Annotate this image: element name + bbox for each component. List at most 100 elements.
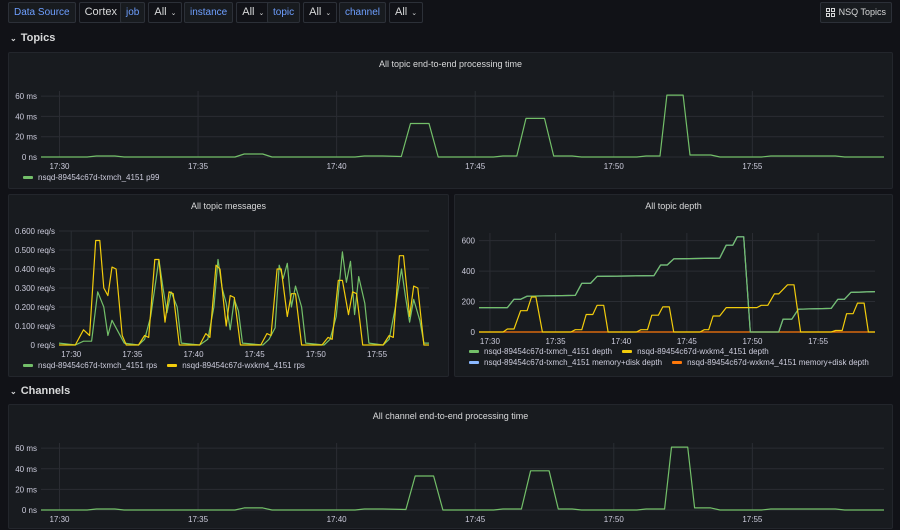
x-tick-label: 17:40	[327, 162, 348, 171]
legend-label: nsqd-89454c67d-wxkm4_4151 depth	[637, 347, 769, 356]
channel-select[interactable]: All ⌄	[389, 2, 424, 23]
y-tick-label: 60 ms	[15, 444, 37, 453]
x-tick-label: 17:35	[546, 337, 567, 346]
series-line	[59, 239, 429, 346]
nsq-topics-link-button[interactable]: NSQ Topics	[819, 2, 892, 23]
panel-topic-depth: All topic depth 0 200 400 600 17:30 17:35 17:4…	[454, 194, 893, 377]
datasource-select[interactable]: Cortex⌄	[78, 2, 133, 23]
x-tick-label: 17:35	[188, 515, 209, 524]
dashboard-grid-icon	[825, 8, 835, 17]
variable-job: job All ⌄	[120, 2, 183, 23]
legend-item[interactable]: nsqd-89454c67d-txmch_4151 depth	[469, 347, 612, 356]
legend-swatch	[469, 350, 479, 353]
x-tick-label: 17:45	[245, 350, 266, 359]
legend-item[interactable]: nsqd-89454c67d-wxkm4_4151 rps	[167, 361, 305, 370]
legend-item[interactable]: nsqd-89454c67d-txmch_4151 p99	[23, 173, 159, 182]
legend-swatch	[672, 361, 683, 364]
x-tick-label: 17:50	[604, 162, 625, 171]
series-line	[479, 284, 875, 333]
chevron-down-icon: ⌄	[258, 10, 265, 17]
select-value: All	[309, 6, 322, 18]
chevron-down-icon: ⌄	[170, 10, 177, 17]
y-tick-label: 20 ms	[15, 133, 37, 142]
variable-label: channel	[339, 2, 387, 23]
legend-label: nsqd-89454c67d-wxkm4_4151 rps	[182, 361, 305, 370]
row-topics[interactable]: ⌄ Topics	[10, 32, 55, 44]
topic-select[interactable]: All ⌄	[303, 2, 338, 23]
select-value: All	[395, 6, 408, 18]
variable-datasource: Data Source Cortex⌄	[8, 2, 133, 23]
job-select[interactable]: All ⌄	[148, 2, 183, 23]
row-title: Topics	[20, 32, 56, 44]
x-tick-label: 17:45	[465, 515, 486, 524]
x-tick-label: 17:55	[808, 337, 829, 346]
row-channels[interactable]: ⌄ Channels	[10, 385, 70, 397]
panel-title: All topic end-to-end processing time	[378, 59, 523, 69]
y-tick-label: 0 req/s	[31, 341, 55, 350]
legend-item[interactable]: nsqd-89454c67d-wxkm4_4151 memory+disk de…	[672, 358, 869, 367]
y-tick-label: 60 ms	[15, 92, 37, 101]
y-tick-label: 0.400 req/s	[15, 265, 55, 274]
x-tick-label: 17:40	[184, 350, 205, 359]
y-tick-label: 0 ns	[22, 153, 37, 162]
row-title: Channels	[20, 385, 71, 397]
legend-swatch	[23, 364, 33, 367]
y-tick-label: 0	[471, 328, 476, 337]
panel-topic-processing-time: All topic end-to-end processing time 0 n…	[8, 52, 893, 189]
variable-channel: channel All ⌄	[339, 2, 424, 23]
variable-instance: instance All ⌄	[184, 2, 271, 23]
legend-label: nsqd-89454c67d-txmch_4151 p99	[38, 173, 160, 182]
variable-label: job	[120, 2, 146, 23]
y-tick-label: 0.300 req/s	[15, 284, 55, 293]
x-tick-label: 17:55	[742, 515, 763, 524]
y-tick-label: 0.600 req/s	[15, 227, 55, 236]
select-value: All	[154, 6, 167, 18]
x-tick-label: 17:30	[480, 337, 501, 346]
variable-topic: topic All ⌄	[267, 2, 338, 23]
legend-label: nsqd-89454c67d-txmch_4151 rps	[38, 361, 158, 370]
chevron-down-icon: ⌄	[411, 10, 418, 17]
legend-swatch	[622, 350, 633, 353]
chevron-down-icon: ⌄	[10, 387, 17, 396]
series-line	[41, 94, 884, 158]
x-tick-label: 17:55	[367, 350, 388, 359]
x-tick-label: 17:45	[677, 337, 698, 346]
y-tick-label: 0.100 req/s	[15, 322, 55, 331]
legend-label: nsqd-89454c67d-wxkm4_4151 memory+disk de…	[687, 358, 869, 367]
x-tick-label: 17:35	[122, 350, 143, 359]
x-tick-label: 17:50	[306, 350, 327, 359]
y-tick-label: 400	[462, 267, 476, 276]
x-tick-label: 17:50	[604, 515, 625, 524]
chart-legend: nsqd-89454c67d-txmch_4151 rps nsqd-89454c…	[23, 361, 305, 370]
instance-select[interactable]: All ⌄	[236, 2, 271, 23]
x-tick-label: 17:35	[188, 162, 209, 171]
series-line	[479, 236, 876, 333]
legend-item[interactable]: nsqd-89454c67d-wxkm4_4151 depth	[622, 347, 769, 356]
channel-processing-time-chart: 0 ns 20 ms 40 ms 60 ms 17:30 17:35 17:40 17:45 1…	[15, 443, 884, 524]
chevron-down-icon: ⌄	[10, 34, 17, 43]
topic-messages-chart: 0 req/s 0.100 req/s 0.200 req/s 0.300 req/s…	[15, 227, 429, 359]
x-tick-label: 17:30	[61, 350, 82, 359]
topic-depth-chart: 0 200 400 600 17:30 17:35 17:40 17:45 17:50 17:55	[462, 233, 876, 346]
panel-topic-messages: All topic messages 0 req/s 0.100 req/s 0.2…	[8, 194, 449, 377]
series-line	[41, 446, 884, 511]
legend-item[interactable]: nsqd-89454c67d-txmch_4151 rps	[23, 361, 157, 370]
x-tick-label: 17:40	[327, 515, 348, 524]
chart-legend: nsqd-89454c67d-txmch_4151 depth nsqd-8945…	[469, 347, 889, 367]
select-value: All	[242, 6, 255, 18]
x-tick-label: 17:30	[49, 162, 70, 171]
x-tick-label: 17:55	[742, 162, 763, 171]
legend-swatch	[469, 361, 479, 364]
y-tick-label: 20 ms	[15, 485, 37, 494]
y-tick-label: 0.200 req/s	[15, 303, 55, 312]
legend-item[interactable]: nsqd-89454c67d-txmch_4151 memory+disk de…	[469, 358, 662, 367]
y-tick-label: 40 ms	[15, 465, 37, 474]
panel-channel-processing-time: All channel end-to-end processing time 0…	[8, 404, 893, 529]
x-tick-label: 17:50	[742, 337, 763, 346]
legend-swatch	[167, 364, 178, 367]
panel-title: All channel end-to-end processing time	[372, 411, 529, 421]
y-tick-label: 600	[462, 237, 476, 246]
variable-label: Data Source	[8, 2, 76, 23]
panel-title: All topic depth	[645, 201, 702, 211]
x-tick-label: 17:45	[465, 162, 486, 171]
